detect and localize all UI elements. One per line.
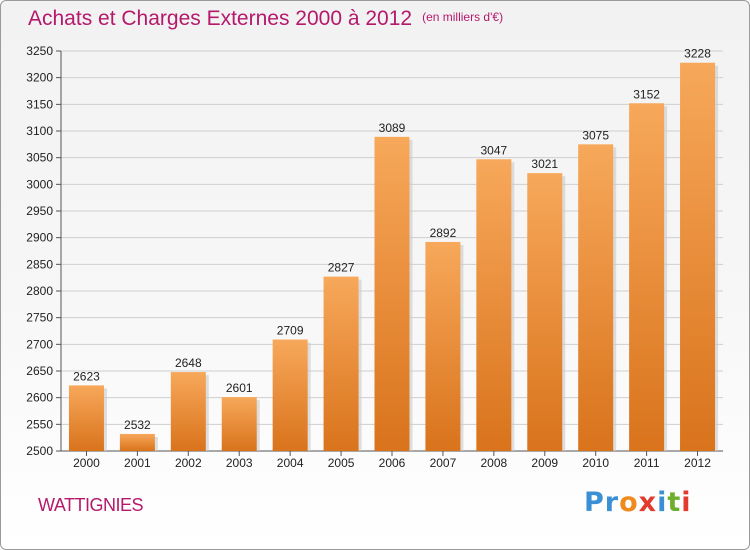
x-tick-label: 2012 [684, 456, 711, 470]
bars [68, 62, 719, 452]
y-tick-label: 2800 [26, 284, 53, 298]
bar-2011 [629, 103, 665, 452]
value-label: 2532 [124, 418, 151, 432]
logo-letters-pr: Pr [584, 487, 620, 518]
x-tick-label: 2009 [531, 456, 558, 470]
value-label: 3228 [684, 47, 711, 61]
logo-letter-t: t [667, 487, 682, 518]
bar-2010 [578, 144, 614, 452]
y-tick-label: 3150 [26, 97, 53, 111]
x-tick-label: 2011 [634, 456, 660, 470]
x-tick-label: 2008 [480, 456, 507, 470]
y-tick-label: 2850 [26, 257, 53, 271]
logo-letter-x: x [638, 487, 658, 518]
bar-2001 [119, 433, 155, 451]
chart-title: Achats et Charges Externes 2000 à 2012 (e… [28, 7, 503, 31]
bar-2008 [476, 159, 512, 451]
logo-letter-i2: i [681, 487, 692, 518]
bar-2006 [374, 136, 410, 451]
x-tick-label: 2006 [379, 456, 406, 470]
y-tick-label: 2750 [26, 311, 53, 325]
bar-2009 [527, 173, 563, 451]
bar-2004 [272, 339, 308, 451]
value-label: 2648 [175, 356, 202, 370]
y-tick-label: 2550 [26, 417, 53, 431]
y-tick-label: 2650 [26, 364, 53, 378]
y-tick-label: 3100 [26, 124, 53, 138]
bar-2002 [170, 372, 206, 451]
value-label: 3075 [582, 128, 609, 142]
x-tick-label: 2001 [124, 456, 151, 470]
bar-2000 [68, 385, 104, 451]
value-label: 2709 [277, 324, 304, 338]
y-tick-label: 3050 [26, 151, 53, 165]
y-tick-label: 3250 [26, 44, 53, 58]
x-tick-label: 2002 [175, 456, 202, 470]
value-label: 2827 [328, 261, 355, 275]
bar-2012 [680, 62, 716, 451]
x-tick-label: 2010 [582, 456, 609, 470]
y-tick-label: 3200 [26, 71, 53, 85]
value-label: 2601 [226, 381, 253, 395]
y-tick-label: 2900 [26, 231, 53, 245]
x-tick-label: 2005 [328, 456, 355, 470]
bar-2003 [221, 397, 257, 451]
y-tick-label: 3000 [26, 177, 53, 191]
bar-2007 [425, 241, 461, 451]
chart-title-text: Achats et Charges Externes 2000 à 2012 [28, 7, 413, 30]
proxiti-logo[interactable]: Proxiti [584, 487, 692, 518]
value-label: 3152 [633, 87, 660, 101]
value-label: 2892 [430, 226, 457, 240]
chart-unit: (en milliers d'€) [422, 10, 504, 24]
logo-letter-o: o [619, 487, 639, 518]
bar-2005 [323, 276, 359, 451]
y-tick-label: 2700 [26, 337, 53, 351]
logo-letter-i: i [657, 487, 668, 518]
y-tick-label: 2500 [26, 444, 53, 458]
value-label: 3047 [480, 143, 507, 157]
y-tick-label: 2950 [26, 204, 53, 218]
value-label: 2623 [73, 369, 100, 383]
commune-name: WATTIGNIES [38, 495, 144, 515]
value-label: 3021 [531, 157, 558, 171]
labels: 2500 2550 2600 2650 2700 2750 2800 2850 2900 2950… [26, 44, 711, 470]
y-tick-label: 2600 [26, 391, 53, 405]
x-tick-label: 2007 [430, 456, 457, 470]
x-tick-label: 2000 [73, 456, 100, 470]
value-label: 3089 [379, 121, 406, 135]
x-tick-label: 2003 [226, 456, 253, 470]
x-tick-label: 2004 [277, 456, 304, 470]
